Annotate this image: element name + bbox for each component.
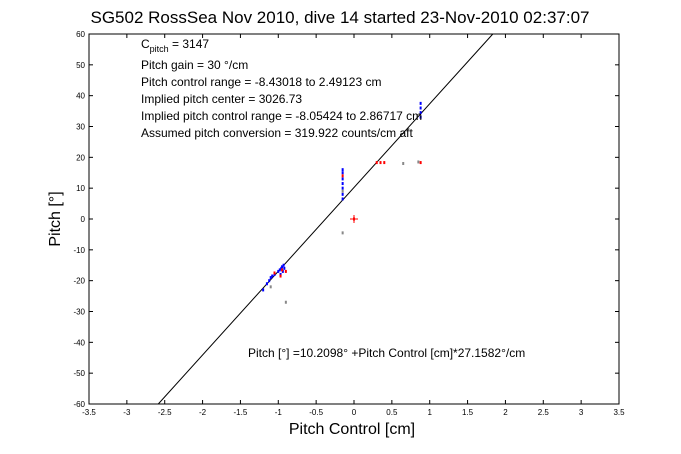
annotation-block: Cpitch = 3147 Pitch gain = 30 °/cm Pitch… xyxy=(141,37,525,360)
data-point xyxy=(283,266,286,270)
data-point xyxy=(419,111,422,115)
data-point xyxy=(284,269,287,273)
annotation-gain: Pitch gain = 30 °/cm xyxy=(141,58,248,72)
x-tick-label: -1.5 xyxy=(234,408,248,417)
x-tick-label: 3.5 xyxy=(613,408,625,417)
y-tick-label: 30 xyxy=(76,123,85,132)
y-tick-label: 20 xyxy=(76,153,85,162)
data-point xyxy=(379,161,382,165)
x-tick-label: -2 xyxy=(199,408,207,417)
y-tick-label: 0 xyxy=(81,215,86,224)
data-point xyxy=(277,269,280,273)
y-tick-label: 10 xyxy=(76,184,85,193)
data-point xyxy=(279,273,282,276)
data-point xyxy=(341,174,344,178)
data-point xyxy=(281,265,284,269)
data-point xyxy=(278,268,281,272)
chart-title: SG502 RossSea Nov 2010, dive 14 started … xyxy=(91,8,590,27)
x-tick-label: 1.5 xyxy=(462,408,474,417)
x-tick-label: 2.5 xyxy=(538,408,550,417)
data-point xyxy=(375,161,378,165)
y-tick-label: -30 xyxy=(73,308,85,317)
annotation-implied-center: Implied pitch center = 3026.73 xyxy=(141,92,302,106)
data-point xyxy=(273,273,276,276)
x-tick-label: 0.5 xyxy=(386,408,398,417)
c-pitch-subscript: pitch xyxy=(150,44,169,54)
data-point xyxy=(281,268,284,272)
data-point xyxy=(341,197,344,201)
x-tick-label: -0.5 xyxy=(309,408,323,417)
x-tick-label: 2 xyxy=(503,408,508,417)
data-point xyxy=(281,269,284,273)
data-point xyxy=(341,168,344,172)
data-point xyxy=(273,271,276,275)
data-points-layer xyxy=(262,101,422,304)
data-point xyxy=(271,274,274,278)
data-point xyxy=(282,263,285,267)
y-tick-label: -10 xyxy=(73,246,85,255)
data-point xyxy=(341,192,344,196)
data-point xyxy=(284,300,287,304)
x-tick-label: 3 xyxy=(579,408,584,417)
x-tick-label: 1 xyxy=(427,408,432,417)
data-point xyxy=(262,288,265,292)
data-point xyxy=(341,231,344,235)
data-point xyxy=(268,279,271,283)
fit-center-marker xyxy=(350,215,358,223)
y-tick-label: 60 xyxy=(76,30,85,39)
y-tick-label: -40 xyxy=(73,338,85,347)
data-point xyxy=(341,182,344,186)
x-tick-label: -3.5 xyxy=(82,408,96,417)
x-axis: -3.5 -3 -2.5 -2 -1.5 -1 -0.5 0 0.5 1 1.5 2 2.5 3 3.5 xyxy=(82,34,625,417)
annotation-control-range: Pitch control range = -8.43018 to 2.4912… xyxy=(141,75,382,89)
x-tick-label: -1 xyxy=(275,408,283,417)
data-point xyxy=(402,162,405,165)
data-point xyxy=(341,177,344,181)
data-point xyxy=(341,186,344,190)
x-axis-label: Pitch Control [cm] xyxy=(289,421,415,438)
y-tick-label: 40 xyxy=(76,92,85,101)
annotation-implied-range: Implied pitch control range = -8.05424 t… xyxy=(141,109,422,123)
annotation-c-pitch: Cpitch = 3147 xyxy=(141,37,209,54)
fit-line-layer xyxy=(157,33,494,405)
data-point xyxy=(269,276,272,280)
fit-line xyxy=(157,33,494,405)
data-point xyxy=(419,106,422,110)
data-point xyxy=(417,160,420,164)
c-pitch-value: = 3147 xyxy=(169,37,210,51)
data-point xyxy=(265,282,268,286)
data-point xyxy=(419,115,422,119)
data-point xyxy=(341,171,344,175)
data-point xyxy=(341,189,344,193)
data-point xyxy=(419,161,422,165)
y-tick-label: -60 xyxy=(73,400,85,409)
data-point xyxy=(280,266,283,270)
annotation-fit-equation: Pitch [°] =10.2098° +Pitch Control [cm]*… xyxy=(248,346,525,360)
data-point xyxy=(419,101,422,105)
annotation-conversion: Assumed pitch conversion = 319.922 count… xyxy=(141,126,413,140)
y-axis: -60 -50 -40 -30 -20 -10 0 10 20 30 40 50 60 xyxy=(73,30,619,409)
data-point xyxy=(279,274,282,278)
y-axis-label: Pitch [°] xyxy=(47,191,64,246)
x-tick-label: -2.5 xyxy=(158,408,172,417)
y-tick-label: -50 xyxy=(73,369,85,378)
c-pitch-symbol: C xyxy=(141,37,150,51)
y-tick-label: -20 xyxy=(73,277,85,286)
data-point xyxy=(383,161,386,165)
data-point xyxy=(269,285,272,289)
y-tick-label: 50 xyxy=(76,61,85,70)
x-tick-label: -3 xyxy=(123,408,131,417)
x-tick-label: 0 xyxy=(352,408,357,417)
